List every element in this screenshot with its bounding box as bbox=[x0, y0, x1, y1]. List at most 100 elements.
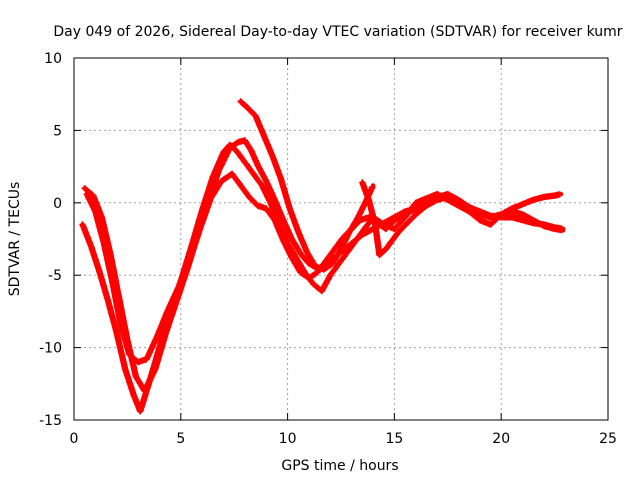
data-point bbox=[101, 241, 107, 246]
x-tick-labels: 0 5 10 15 20 25 bbox=[70, 431, 617, 447]
data-point bbox=[123, 367, 128, 372]
data-point bbox=[366, 197, 371, 203]
data-point bbox=[133, 374, 139, 379]
data-point bbox=[249, 148, 254, 153]
data-point bbox=[315, 270, 320, 275]
grid bbox=[74, 58, 608, 420]
data-point bbox=[84, 191, 90, 197]
data-point bbox=[296, 229, 301, 234]
plot-frame bbox=[73, 57, 609, 421]
data-point bbox=[366, 215, 371, 220]
data-point bbox=[509, 215, 515, 220]
data-point bbox=[264, 178, 269, 184]
data-point bbox=[242, 160, 248, 165]
x-tick-label: 10 bbox=[279, 431, 297, 447]
y-tick-label: -5 bbox=[48, 268, 62, 284]
data-point bbox=[405, 220, 410, 226]
data-point bbox=[377, 252, 382, 258]
data-point bbox=[392, 217, 397, 223]
data-point bbox=[445, 191, 450, 197]
data-point bbox=[88, 244, 94, 249]
data-point bbox=[372, 222, 378, 227]
data-point bbox=[499, 215, 504, 220]
data-point bbox=[93, 209, 98, 214]
data-point bbox=[558, 191, 564, 197]
y-tick-label: 5 bbox=[53, 123, 62, 139]
data-series bbox=[79, 98, 566, 415]
data-point bbox=[244, 105, 250, 110]
data-point bbox=[355, 215, 361, 220]
data-point bbox=[360, 180, 365, 185]
data-point bbox=[424, 203, 429, 208]
data-point bbox=[289, 255, 295, 261]
y-tick-labels: -15 -10 -5 0 5 10 bbox=[39, 51, 62, 429]
data-point bbox=[142, 388, 147, 394]
data-point bbox=[110, 280, 115, 285]
data-point bbox=[82, 186, 87, 191]
data-point bbox=[91, 193, 96, 198]
data-point bbox=[413, 206, 418, 211]
axis-ticks bbox=[73, 57, 609, 421]
data-point bbox=[165, 307, 171, 313]
data-point bbox=[163, 330, 169, 336]
data-point bbox=[520, 202, 525, 207]
data-point bbox=[552, 193, 557, 198]
data-point bbox=[255, 162, 260, 168]
data-point bbox=[390, 238, 395, 243]
data-point bbox=[370, 183, 376, 188]
data-point bbox=[268, 200, 273, 205]
data-point bbox=[332, 246, 337, 252]
data-point bbox=[313, 264, 318, 269]
data-point bbox=[246, 194, 252, 200]
series-track-5 bbox=[359, 179, 440, 259]
x-axis-label: GPS time / hours bbox=[281, 458, 398, 474]
data-point bbox=[217, 167, 222, 172]
data-point bbox=[349, 241, 354, 246]
data-point bbox=[328, 273, 333, 278]
data-point bbox=[135, 359, 141, 365]
data-point bbox=[383, 246, 389, 252]
data-point bbox=[208, 196, 213, 201]
series-track-3 bbox=[83, 170, 566, 366]
y-axis-label: SDTVAR / TECUs bbox=[7, 182, 23, 297]
data-point bbox=[347, 229, 352, 234]
data-point bbox=[413, 212, 418, 217]
data-point bbox=[477, 217, 483, 223]
x-tick-label: 15 bbox=[385, 431, 403, 447]
data-point bbox=[152, 367, 158, 372]
data-point bbox=[520, 212, 525, 217]
data-point bbox=[338, 258, 344, 263]
data-point bbox=[238, 99, 243, 104]
data-point bbox=[304, 249, 310, 255]
data-point bbox=[330, 261, 335, 266]
data-point bbox=[360, 232, 365, 237]
data-point bbox=[298, 270, 303, 275]
data-point bbox=[234, 148, 239, 153]
data-point bbox=[197, 226, 203, 232]
x-tick-label: 5 bbox=[176, 431, 185, 447]
series-track-4 bbox=[237, 98, 376, 273]
data-point bbox=[114, 330, 119, 336]
data-point bbox=[272, 217, 277, 223]
data-point bbox=[520, 217, 525, 223]
data-point bbox=[477, 209, 483, 214]
data-point bbox=[251, 171, 256, 177]
data-point bbox=[541, 194, 547, 200]
data-point bbox=[287, 206, 292, 211]
x-tick-label: 25 bbox=[599, 431, 617, 447]
data-point bbox=[289, 236, 295, 242]
data-point bbox=[255, 203, 260, 208]
y-tick-label: 10 bbox=[44, 51, 62, 67]
data-point bbox=[396, 229, 401, 234]
y-tick-label: -10 bbox=[39, 341, 62, 357]
data-point bbox=[531, 197, 536, 203]
data-point bbox=[127, 352, 132, 358]
data-point bbox=[321, 267, 327, 272]
data-point bbox=[229, 171, 235, 177]
data-point bbox=[413, 200, 418, 205]
data-point bbox=[311, 281, 316, 287]
data-point bbox=[105, 299, 111, 304]
y-tick-label: 0 bbox=[53, 196, 62, 212]
data-point bbox=[176, 284, 181, 289]
